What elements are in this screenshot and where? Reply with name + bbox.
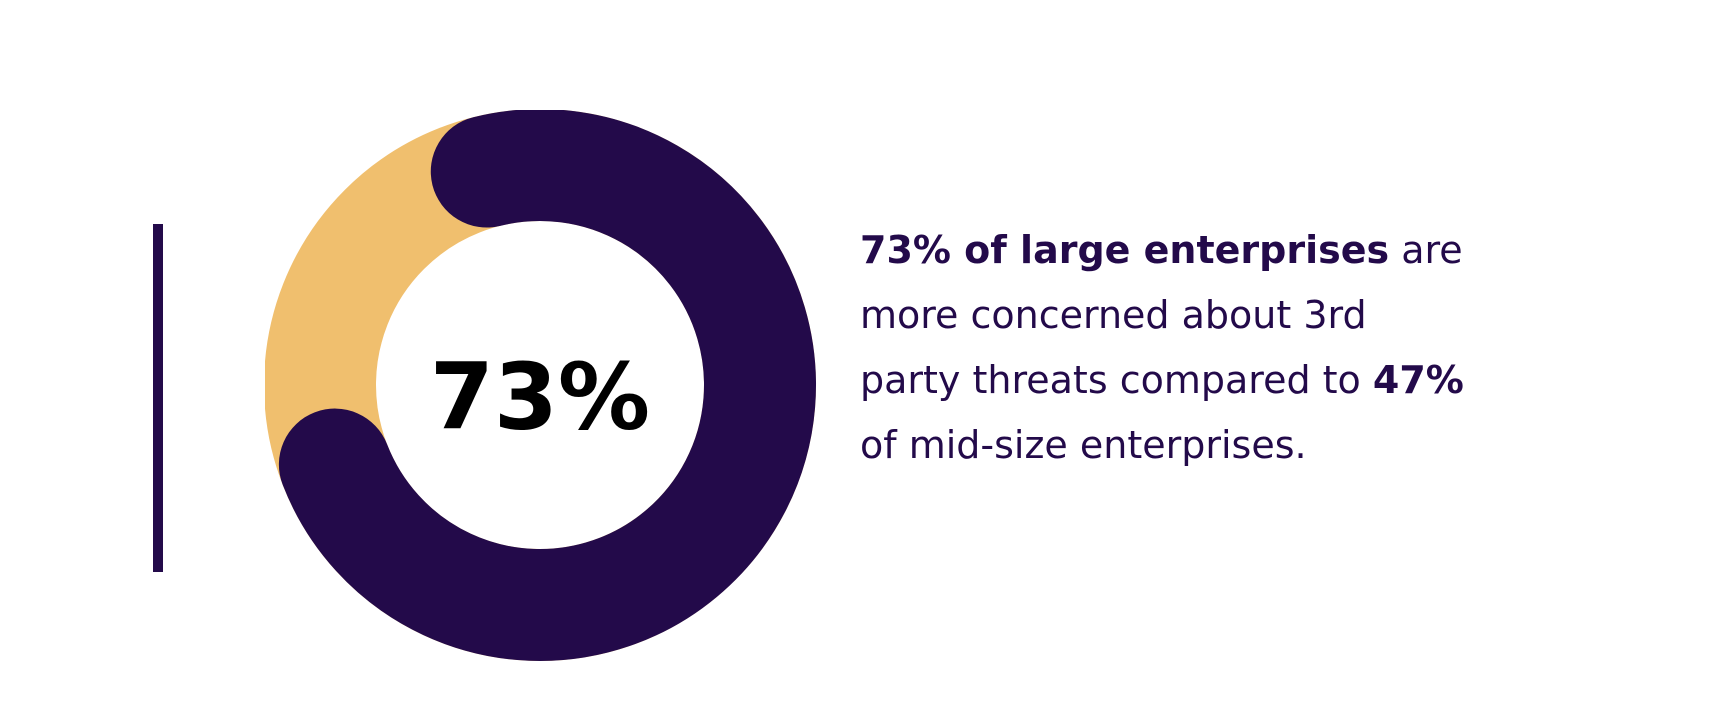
stat-text-are: are (1389, 228, 1463, 272)
stat-text-compared: party threats compared to (860, 358, 1373, 402)
stat-line-2: more concerned about 3rd (860, 283, 1560, 348)
donut-slices (265, 110, 816, 661)
donut-svg: 73% (265, 110, 816, 661)
stat-text-mid-size: of mid-size enterprises. (860, 423, 1307, 467)
donut-slice-large-enterprises (278, 110, 816, 661)
stat-line-3: party threats compared to 47% (860, 348, 1560, 413)
donut-chart: 73% (265, 110, 825, 670)
stat-line-1: 73% of large enterprises are (860, 218, 1560, 283)
stat-description: 73% of large enterprises are more concer… (860, 218, 1560, 478)
accent-divider (153, 224, 163, 572)
center-percentage: 73% (430, 343, 650, 450)
stat-text-concerned: more concerned about 3rd (860, 293, 1367, 337)
stat-highlight-mid: 47% (1372, 358, 1464, 402)
stat-line-4: of mid-size enterprises. (860, 413, 1560, 478)
stat-highlight-large: 73% of large enterprises (860, 228, 1390, 272)
